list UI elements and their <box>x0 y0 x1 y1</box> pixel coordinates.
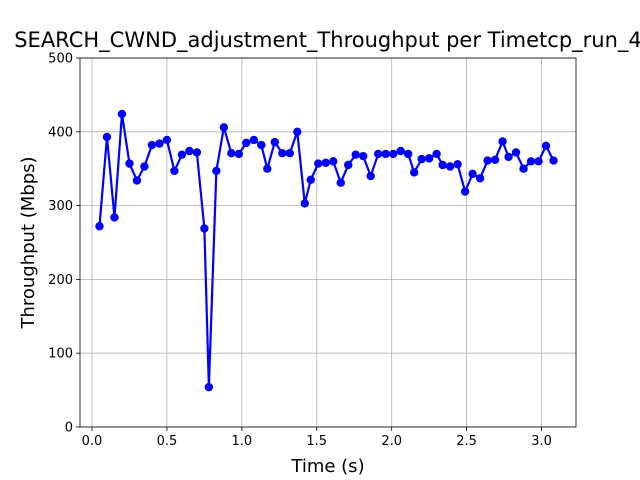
data-point <box>381 149 390 159</box>
x-tick-label: 1.5 <box>306 434 327 449</box>
data-point <box>453 160 462 169</box>
data-point <box>534 157 543 166</box>
y-tick-label: 0 <box>65 421 73 436</box>
y-tick-label: 300 <box>48 199 73 214</box>
data-point <box>102 132 112 142</box>
y-tick-label: 500 <box>48 52 73 67</box>
data-point <box>125 159 134 168</box>
data-point <box>460 187 470 196</box>
data-point <box>409 168 419 177</box>
data-point <box>490 155 500 165</box>
tick-layer: 0.0 0.5 1.0 1.5 2.0 2.5 3.0 0 100 200 300 400 500 <box>48 52 552 450</box>
data-point <box>526 157 536 166</box>
data-point <box>403 149 413 159</box>
y-tick-label: 400 <box>48 125 73 140</box>
data-point <box>351 150 360 159</box>
data-point <box>504 152 513 162</box>
data-point <box>306 175 315 184</box>
x-tick-label: 0.5 <box>157 434 178 449</box>
data-point <box>270 137 279 147</box>
data-point <box>227 149 236 158</box>
data-point <box>212 166 221 176</box>
data-point <box>541 141 551 151</box>
data-point <box>192 148 202 157</box>
data-point <box>162 135 172 145</box>
data-point <box>293 127 302 136</box>
data-point <box>366 171 375 181</box>
data-point <box>140 162 149 171</box>
data-point <box>321 158 330 167</box>
data-point <box>519 164 528 173</box>
y-tick-label: 200 <box>48 273 73 288</box>
data-point <box>336 178 345 187</box>
data-point <box>314 159 323 168</box>
data-point <box>549 156 558 165</box>
data-point <box>95 222 104 231</box>
data-point <box>155 139 164 148</box>
x-axis-label: Time (s) <box>290 456 364 477</box>
data-point <box>432 149 441 159</box>
data-point <box>424 154 434 163</box>
series-layer <box>95 109 558 392</box>
data-point <box>374 149 383 159</box>
data-point <box>278 149 287 158</box>
plot-area-frame <box>79 57 577 428</box>
data-point <box>445 162 455 171</box>
data-point <box>200 224 209 233</box>
data-point <box>110 213 119 222</box>
data-point <box>117 109 127 119</box>
data-point <box>263 164 272 173</box>
data-point <box>132 176 142 185</box>
data-point <box>300 199 309 208</box>
x-tick-label: 1.0 <box>231 434 252 449</box>
data-point <box>511 148 521 157</box>
data-point <box>468 169 477 179</box>
data-point <box>498 137 507 146</box>
data-point <box>242 138 251 148</box>
y-axis-label: Throughput (Mbps) <box>18 156 39 329</box>
data-point <box>417 154 426 164</box>
data-point <box>249 135 259 145</box>
data-point <box>185 146 194 156</box>
data-point <box>438 160 447 170</box>
x-tick-label: 0.0 <box>82 434 103 449</box>
x-tick-label: 3.0 <box>531 434 552 449</box>
data-point <box>344 160 353 170</box>
data-point <box>177 150 187 159</box>
data-point <box>359 151 368 161</box>
data-point <box>234 149 244 159</box>
data-point <box>257 140 266 150</box>
data-point <box>483 156 492 165</box>
data-point <box>329 157 338 166</box>
chart-title: SEARCH_CWND_adjustment_Throughput per Ti… <box>14 28 640 53</box>
data-point <box>285 149 294 158</box>
data-point <box>475 174 485 183</box>
y-tick-label: 100 <box>48 347 73 362</box>
data-point <box>388 149 398 159</box>
x-tick-label: 2.0 <box>381 434 402 449</box>
data-point <box>147 140 157 150</box>
data-point <box>396 146 405 156</box>
data-point <box>170 166 179 176</box>
data-point <box>204 382 214 392</box>
data-point <box>219 123 229 132</box>
x-tick-label: 2.5 <box>456 434 477 449</box>
